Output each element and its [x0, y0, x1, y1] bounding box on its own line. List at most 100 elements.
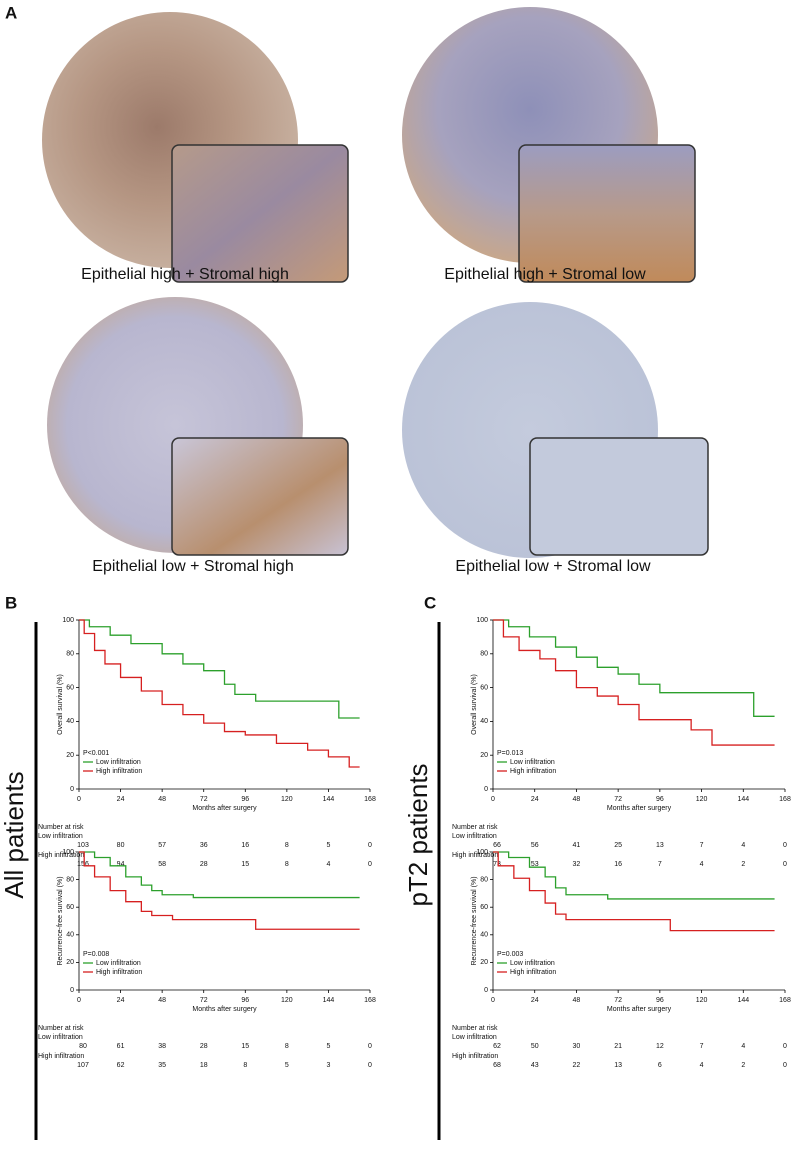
x-axis-label: Months after surgery — [192, 1006, 257, 1013]
risk-count: 36 — [200, 842, 208, 849]
x-tick-label: 144 — [323, 997, 335, 1004]
risk-count: 8 — [285, 861, 289, 868]
y-axis-label: Overall survival (%) — [57, 674, 64, 735]
risk-count: 0 — [783, 1062, 787, 1069]
p-value: P=0.013 — [497, 750, 523, 757]
risk-table-title: Number at risk — [38, 1025, 84, 1032]
y-tick-label: 80 — [66, 876, 74, 883]
p-value: P<0.001 — [83, 750, 109, 757]
risk-count: 5 — [326, 842, 330, 849]
x-tick-label: 24 — [531, 796, 539, 803]
risk-count: 50 — [531, 1043, 539, 1050]
legend-label: High infiltration — [510, 768, 556, 775]
risk-count: 13 — [614, 1062, 622, 1069]
x-tick-label: 0 — [491, 796, 495, 803]
group-label: pT2 patients — [403, 763, 433, 906]
zoom-inset — [171, 144, 349, 283]
y-axis-label: Overall survival (%) — [471, 674, 478, 735]
x-tick-label: 120 — [696, 997, 708, 1004]
p-value: P=0.008 — [83, 951, 109, 958]
risk-count: 4 — [700, 1062, 704, 1069]
x-tick-label: 144 — [737, 796, 749, 803]
risk-count: 80 — [117, 842, 125, 849]
x-tick-label: 168 — [364, 997, 376, 1004]
x-tick-label: 120 — [696, 796, 708, 803]
y-tick-label: 0 — [70, 786, 74, 793]
risk-count: 15 — [241, 861, 249, 868]
risk-count: 62 — [117, 1062, 125, 1069]
y-tick-label: 60 — [66, 904, 74, 911]
x-tick-label: 144 — [323, 796, 335, 803]
x-tick-label: 120 — [281, 997, 293, 1004]
group-label: All patients — [0, 771, 29, 898]
x-tick-label: 120 — [281, 796, 293, 803]
panel-label: A — [5, 3, 17, 22]
risk-count: 0 — [783, 861, 787, 868]
survival-curve — [79, 851, 360, 930]
risk-count: 62 — [493, 1043, 501, 1050]
risk-count: 68 — [493, 1062, 501, 1069]
image-caption: Epithelial high + Stromal low — [444, 266, 646, 283]
survival-curve — [493, 851, 775, 932]
y-tick-label: 40 — [480, 932, 488, 939]
risk-row-name: Low infiltration — [38, 1034, 83, 1041]
x-tick-label: 72 — [200, 796, 208, 803]
legend-label: Low infiltration — [510, 759, 555, 766]
legend-label: Low infiltration — [96, 960, 141, 967]
image-caption: Epithelial high + Stromal high — [81, 266, 289, 283]
y-tick-label: 60 — [66, 684, 74, 691]
panel-label: B — [5, 593, 17, 612]
survival-curve — [493, 619, 775, 746]
risk-count: 66 — [493, 842, 501, 849]
y-tick-label: 20 — [66, 752, 74, 759]
risk-count: 12 — [656, 1043, 664, 1050]
risk-count: 8 — [285, 842, 289, 849]
risk-row-name: High infiltration — [452, 1053, 498, 1060]
legend-label: High infiltration — [96, 768, 142, 775]
risk-count: 0 — [783, 842, 787, 849]
risk-count: 0 — [783, 1043, 787, 1050]
x-tick-label: 48 — [573, 997, 581, 1004]
y-tick-label: 100 — [476, 849, 488, 856]
risk-row-name: High infiltration — [38, 1053, 84, 1060]
risk-count: 57 — [158, 842, 166, 849]
risk-count: 30 — [573, 1043, 581, 1050]
x-tick-label: 144 — [737, 997, 749, 1004]
x-tick-label: 24 — [117, 796, 125, 803]
zoom-inset — [171, 437, 349, 556]
survival-curve — [493, 851, 775, 900]
risk-count: 4 — [741, 1043, 745, 1050]
risk-count: 94 — [117, 861, 125, 868]
y-tick-label: 40 — [66, 932, 74, 939]
legend-label: Low infiltration — [96, 759, 141, 766]
x-tick-label: 96 — [241, 997, 249, 1004]
x-tick-label: 0 — [77, 997, 81, 1004]
risk-count: 4 — [326, 861, 330, 868]
risk-count: 5 — [326, 1043, 330, 1050]
y-tick-label: 100 — [62, 849, 74, 856]
risk-count: 25 — [614, 842, 622, 849]
risk-count: 13 — [656, 842, 664, 849]
risk-count: 8 — [243, 1062, 247, 1069]
x-tick-label: 0 — [491, 997, 495, 1004]
y-tick-label: 80 — [480, 651, 488, 658]
risk-count: 103 — [77, 842, 89, 849]
risk-count: 80 — [79, 1043, 87, 1050]
x-tick-label: 48 — [573, 796, 581, 803]
legend-label: Low infiltration — [510, 960, 555, 967]
x-tick-label: 72 — [200, 997, 208, 1004]
x-tick-label: 72 — [614, 997, 622, 1004]
risk-count: 16 — [241, 842, 249, 849]
x-axis-label: Months after surgery — [607, 1006, 672, 1013]
y-tick-label: 100 — [476, 617, 488, 624]
risk-count: 61 — [117, 1043, 125, 1050]
risk-table-title: Number at risk — [38, 824, 84, 831]
risk-count: 0 — [368, 1062, 372, 1069]
x-tick-label: 0 — [77, 796, 81, 803]
y-tick-label: 40 — [66, 718, 74, 725]
risk-count: 35 — [158, 1062, 166, 1069]
risk-count: 0 — [368, 1043, 372, 1050]
x-axis-label: Months after surgery — [192, 805, 257, 812]
y-tick-label: 0 — [484, 786, 488, 793]
